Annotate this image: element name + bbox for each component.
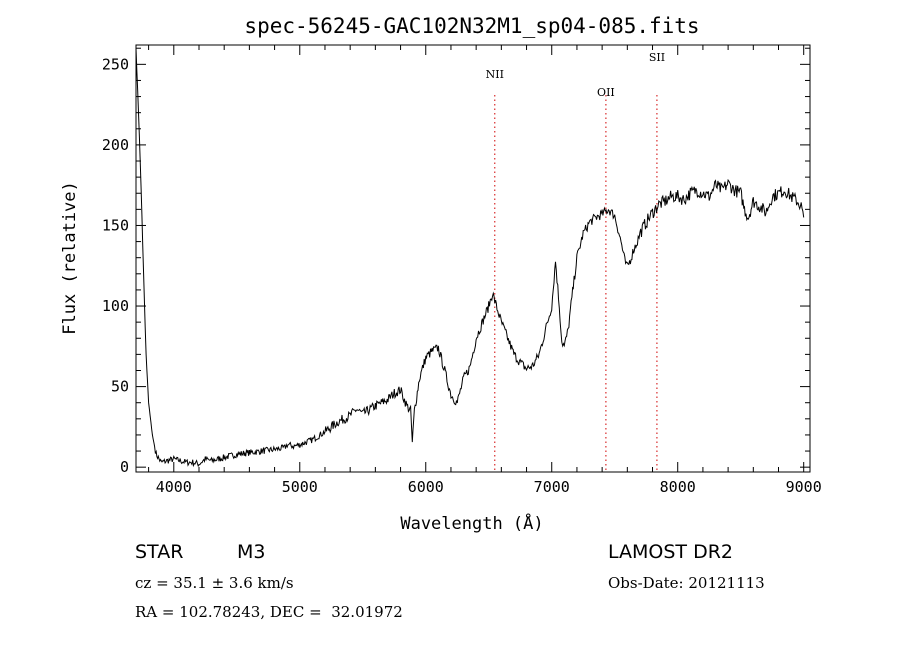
emission-line-label: SII (649, 51, 665, 64)
emission-line-label: OII (597, 86, 615, 99)
redshift-velocity: cz = 35.1 ± 3.6 km/s (135, 574, 294, 592)
plot-area: 4000 5000 6000 7000 8000 9000 0 50 100 150 200 250 N… (102, 44, 822, 496)
emission-line-label: NII (486, 68, 504, 81)
y-tick-label: 100 (102, 297, 129, 315)
chart-title: spec-56245-GAC102N32M1_sp04-085.fits (244, 14, 699, 38)
coordinates: RA = 102.78243, DEC = 32.01972 (135, 603, 403, 621)
x-tick-label: 5000 (282, 478, 318, 496)
plot-frame (135, 44, 811, 473)
y-tick-label: 0 (120, 458, 129, 476)
x-axis-label: Wavelength (Å) (400, 512, 543, 534)
y-axis-label: Flux (relative) (60, 181, 80, 335)
x-tick-label: 7000 (534, 478, 570, 496)
x-tick-label: 9000 (786, 478, 822, 496)
y-tick-label: 250 (102, 55, 129, 73)
spectrum-line (135, 48, 805, 468)
observation-date: Obs-Date: 20121113 (608, 574, 765, 592)
y-tick-label: 50 (111, 378, 129, 396)
y-tick-label: 150 (102, 216, 129, 234)
y-tick-label: 200 (102, 136, 129, 154)
x-tick-label: 8000 (660, 478, 696, 496)
object-subclass: M3 (237, 541, 266, 563)
x-tick-label: 4000 (156, 478, 192, 496)
x-tick-label: 6000 (408, 478, 444, 496)
survey-label: LAMOST DR2 (608, 541, 733, 563)
object-class: STAR (135, 541, 184, 563)
